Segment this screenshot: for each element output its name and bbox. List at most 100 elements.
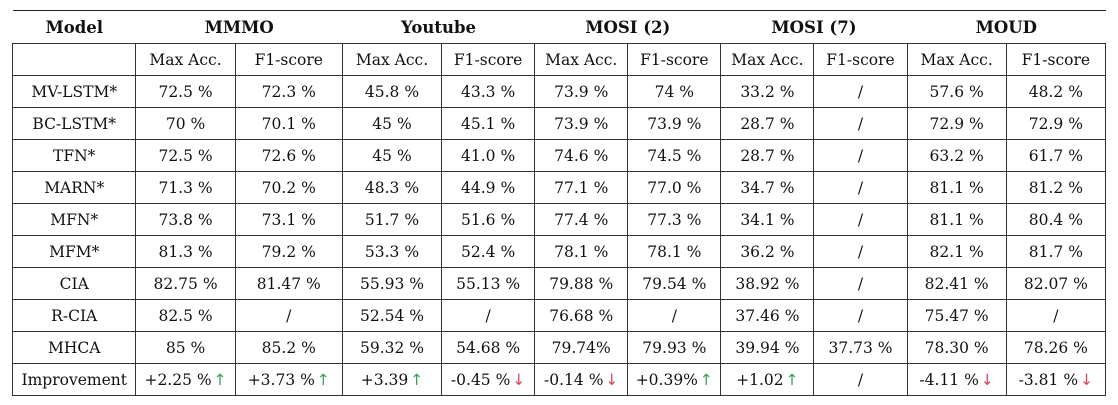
group-header-mosi-2: MOSI (2) <box>534 10 721 44</box>
value-cell: 53.3 % <box>342 235 443 268</box>
value-cell: / <box>813 75 908 108</box>
value-cell: 85 % <box>135 331 236 364</box>
value-cell: 72.5 % <box>135 75 236 108</box>
value-cell: 73.1 % <box>235 203 343 236</box>
value-cell: 38.92 % <box>720 267 815 300</box>
results-table: Model MMMO Youtube MOSI (2) MOSI (7) MOU… <box>11 10 1107 396</box>
arrow-down-icon: ↓ <box>1080 370 1094 389</box>
group-header-moud: MOUD <box>907 10 1106 44</box>
model-name-cell: TFN* <box>11 139 137 172</box>
value-cell: 55.13 % <box>441 267 536 300</box>
value-cell: / <box>813 267 908 300</box>
value-cell: 81.47 % <box>235 267 343 300</box>
improvement-cell: +3.39 ↑ <box>342 363 443 396</box>
value-cell: 80.4 % <box>1006 203 1107 236</box>
improvement-value: +3.73 % <box>247 370 315 389</box>
value-cell: 81.3 % <box>135 235 236 268</box>
improvement-row: Improvement +2.25 % ↑ +3.73 % ↑ +3.39 ↑ -0.45 %… <box>11 363 1107 396</box>
value-cell: / <box>813 171 908 204</box>
arrow-up-icon: ↑ <box>316 370 330 389</box>
improvement-cell: -3.81 % ↓ <box>1006 363 1107 396</box>
table-row: CIA 82.75 % 81.47 % 55.93 % 55.13 % 79.88 % 79… <box>11 267 1107 300</box>
value-cell: 82.75 % <box>135 267 236 300</box>
model-name-cell: MFM* <box>11 235 137 268</box>
improvement-cell: -0.14 % ↓ <box>534 363 629 396</box>
value-cell: / <box>813 299 908 332</box>
value-cell: / <box>813 107 908 140</box>
value-cell: 77.0 % <box>627 171 722 204</box>
improvement-cell: +2.25 % ↑ <box>135 363 236 396</box>
value-cell: 79.2 % <box>235 235 343 268</box>
value-cell: 28.7 % <box>720 139 815 172</box>
value-cell: 81.7 % <box>1006 235 1107 268</box>
value-cell: 79.74% <box>534 331 629 364</box>
arrow-down-icon: ↓ <box>980 370 994 389</box>
subheader-cell: Max Acc. <box>534 43 629 76</box>
improvement-value: -3.81 % <box>1018 370 1079 389</box>
value-cell: 61.7 % <box>1006 139 1107 172</box>
value-cell: / <box>813 203 908 236</box>
model-name-cell: MFN* <box>11 203 137 236</box>
value-cell: 72.6 % <box>235 139 343 172</box>
subheader-cell: F1-score <box>1006 43 1107 76</box>
value-cell: 41.0 % <box>441 139 536 172</box>
value-cell: / <box>235 299 343 332</box>
value-cell: 33.2 % <box>720 75 815 108</box>
value-cell: 74.5 % <box>627 139 722 172</box>
value-cell: 74 % <box>627 75 722 108</box>
value-cell: 78.1 % <box>534 235 629 268</box>
value-cell: 44.9 % <box>441 171 536 204</box>
subheader-cell: F1-score <box>441 43 536 76</box>
value-cell: 45 % <box>342 139 443 172</box>
value-cell: 82.5 % <box>135 299 236 332</box>
improvement-cell: +0.39% ↑ <box>627 363 722 396</box>
arrow-up-icon: ↑ <box>213 370 227 389</box>
value-cell: 72.3 % <box>235 75 343 108</box>
subheader-cell: Max Acc. <box>342 43 443 76</box>
model-name-cell: BC-LSTM* <box>11 107 137 140</box>
value-cell: 45.1 % <box>441 107 536 140</box>
model-name-cell: R-CIA <box>11 299 137 332</box>
value-cell: 51.7 % <box>342 203 443 236</box>
improvement-value: -0.45 % <box>450 370 511 389</box>
value-cell: 55.93 % <box>342 267 443 300</box>
group-header-mmmo: MMMO <box>135 10 343 44</box>
improvement-cell: -4.11 % ↓ <box>907 363 1007 396</box>
value-cell: 77.3 % <box>627 203 722 236</box>
value-cell: 73.9 % <box>627 107 722 140</box>
value-cell: 39.94 % <box>720 331 815 364</box>
improvement-value: +0.39% <box>635 370 698 389</box>
subheader-cell: F1-score <box>235 43 343 76</box>
value-cell: / <box>1006 299 1107 332</box>
value-cell: 82.07 % <box>1006 267 1107 300</box>
value-cell: 51.6 % <box>441 203 536 236</box>
value-cell: 76.68 % <box>534 299 629 332</box>
value-cell: 78.26 % <box>1006 331 1107 364</box>
value-cell: 28.7 % <box>720 107 815 140</box>
value-cell: 48.3 % <box>342 171 443 204</box>
value-cell: 34.1 % <box>720 203 815 236</box>
value-cell: 72.9 % <box>1006 107 1107 140</box>
group-header-row: Model MMMO Youtube MOSI (2) MOSI (7) MOU… <box>12 10 1106 44</box>
value-cell: 72.5 % <box>135 139 236 172</box>
table-row: MFN* 73.8 % 73.1 % 51.7 % 51.6 % 77.4 % 77.3 %… <box>11 203 1107 236</box>
value-cell: 78.30 % <box>907 331 1007 364</box>
model-name-cell: CIA <box>11 267 137 300</box>
model-name-cell: MV-LSTM* <box>11 75 137 108</box>
model-name-cell: MHCA <box>11 331 137 364</box>
improvement-cell: -0.45 % ↓ <box>441 363 536 396</box>
subheader-cell: Max Acc. <box>135 43 236 76</box>
value-cell: 36.2 % <box>720 235 815 268</box>
value-cell: 37.46 % <box>720 299 815 332</box>
table-row: MARN* 71.3 % 70.2 % 48.3 % 44.9 % 77.1 % 77.0 … <box>11 171 1107 204</box>
value-cell: 57.6 % <box>907 75 1007 108</box>
model-column-header: Model <box>12 10 136 44</box>
value-cell: 45.8 % <box>342 75 443 108</box>
value-cell: 75.47 % <box>907 299 1007 332</box>
value-cell: / <box>813 235 908 268</box>
value-cell: 81.2 % <box>1006 171 1107 204</box>
value-cell: 74.6 % <box>534 139 629 172</box>
improvement-value: -4.11 % <box>919 370 979 389</box>
value-cell: 72.9 % <box>907 107 1007 140</box>
